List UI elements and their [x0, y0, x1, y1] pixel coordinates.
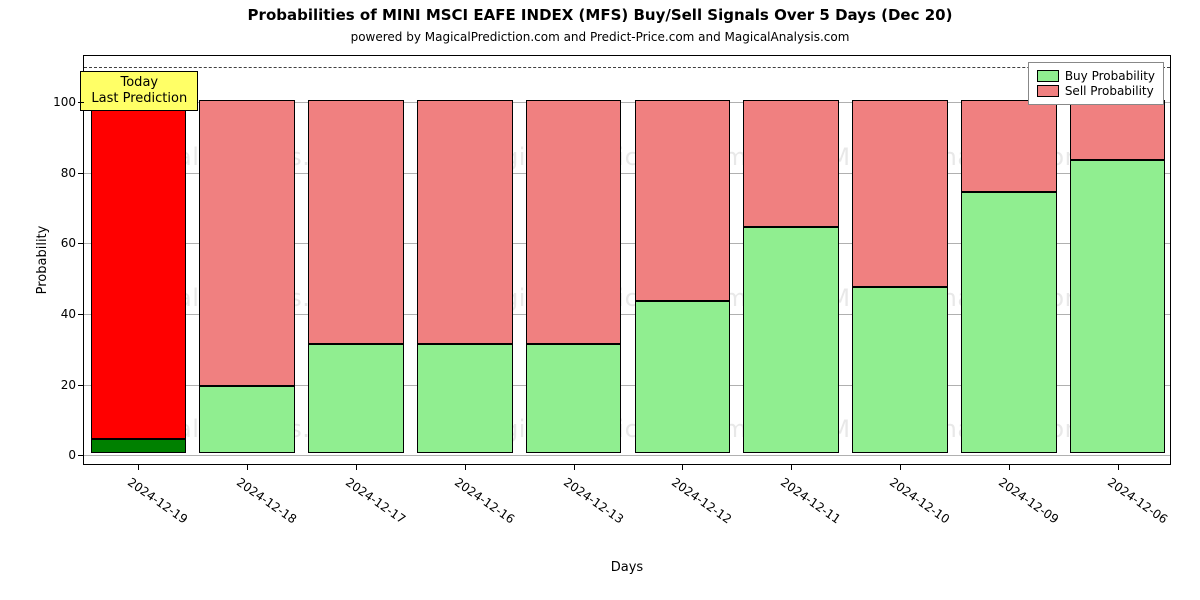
- today-annotation: Today Last Prediction: [80, 71, 198, 112]
- bar-sell: [526, 100, 622, 344]
- bar-buy: [91, 439, 187, 453]
- ytick-label: 40: [61, 307, 84, 321]
- ytick-label: 20: [61, 378, 84, 392]
- xtick-mark: [356, 464, 357, 470]
- xtick-label: 2024-12-06: [1105, 475, 1170, 526]
- bar-sell: [308, 100, 404, 344]
- legend: Buy Probability Sell Probability: [1028, 62, 1164, 105]
- ytick-label: 0: [68, 448, 84, 462]
- xtick-label: 2024-12-13: [561, 475, 626, 526]
- chart-title: Probabilities of MINI MSCI EAFE INDEX (M…: [0, 6, 1200, 24]
- bar-sell: [91, 100, 187, 439]
- x-axis-label: Days: [83, 560, 1171, 575]
- legend-swatch-sell: [1037, 85, 1059, 97]
- bar-buy: [417, 344, 513, 454]
- y-axis-label: Probability: [35, 226, 50, 295]
- bar-buy: [199, 386, 295, 453]
- bar-group: [961, 100, 1057, 453]
- bar-group: [526, 100, 622, 453]
- bar-buy: [852, 287, 948, 453]
- bar-buy: [526, 344, 622, 454]
- ytick-label: 60: [61, 236, 84, 250]
- today-annotation-line2: Last Prediction: [91, 91, 187, 107]
- xtick-label: 2024-12-11: [778, 475, 843, 526]
- today-annotation-line1: Today: [91, 75, 187, 91]
- xtick-mark: [682, 464, 683, 470]
- xtick-mark: [791, 464, 792, 470]
- bar-sell: [743, 100, 839, 227]
- bar-group: [308, 100, 404, 453]
- guideline-110: [84, 67, 1170, 68]
- bar-group: [91, 100, 187, 453]
- bar-group: [417, 100, 513, 453]
- legend-swatch-buy: [1037, 70, 1059, 82]
- plot-area: MagicalAnalysis.comMagicalPrediction.com…: [83, 55, 1171, 465]
- legend-row-buy: Buy Probability: [1037, 69, 1155, 83]
- chart-subtitle: powered by MagicalPrediction.com and Pre…: [0, 30, 1200, 44]
- xtick-mark: [247, 464, 248, 470]
- xtick-mark: [465, 464, 466, 470]
- ytick-label: 80: [61, 166, 84, 180]
- bar-group: [199, 100, 295, 453]
- xtick-mark: [1009, 464, 1010, 470]
- bar-sell: [635, 100, 731, 301]
- xtick-mark: [900, 464, 901, 470]
- bar-buy: [635, 301, 731, 453]
- ytick-label: 100: [53, 95, 84, 109]
- xtick-label: 2024-12-19: [125, 475, 190, 526]
- chart-container: Probabilities of MINI MSCI EAFE INDEX (M…: [0, 0, 1200, 600]
- xtick-label: 2024-12-09: [996, 475, 1061, 526]
- bar-sell: [961, 100, 1057, 192]
- legend-row-sell: Sell Probability: [1037, 84, 1155, 98]
- bar-group: [1070, 100, 1166, 453]
- xtick-label: 2024-12-12: [669, 475, 734, 526]
- bar-group: [852, 100, 948, 453]
- bar-sell: [199, 100, 295, 386]
- bar-group: [743, 100, 839, 453]
- gridline: [84, 455, 1170, 456]
- xtick-label: 2024-12-18: [234, 475, 299, 526]
- bar-buy: [308, 344, 404, 454]
- xtick-mark: [1118, 464, 1119, 470]
- xtick-mark: [138, 464, 139, 470]
- legend-label-sell: Sell Probability: [1065, 84, 1154, 98]
- bar-buy: [743, 227, 839, 453]
- legend-label-buy: Buy Probability: [1065, 69, 1155, 83]
- xtick-label: 2024-12-10: [887, 475, 952, 526]
- bar-sell: [1070, 100, 1166, 160]
- bar-sell: [852, 100, 948, 287]
- bar-group: [635, 100, 731, 453]
- xtick-label: 2024-12-17: [343, 475, 408, 526]
- bar-buy: [961, 192, 1057, 454]
- bar-buy: [1070, 160, 1166, 453]
- xtick-label: 2024-12-16: [452, 475, 517, 526]
- bar-sell: [417, 100, 513, 344]
- xtick-mark: [574, 464, 575, 470]
